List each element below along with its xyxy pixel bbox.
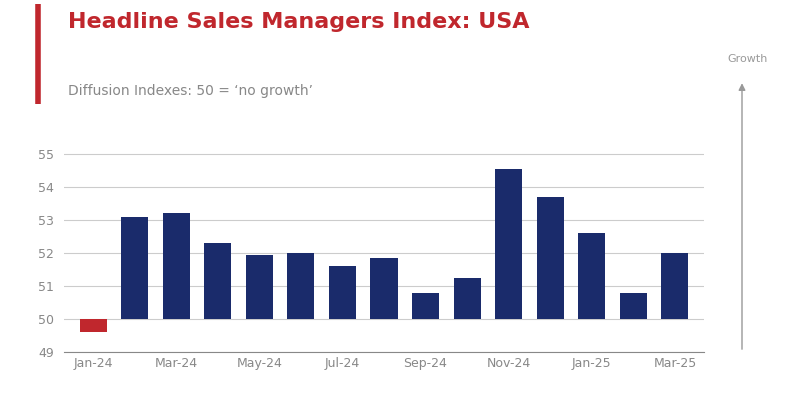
Bar — [454, 278, 481, 319]
Bar — [329, 266, 356, 319]
Bar — [246, 255, 273, 319]
Text: Headline Sales Managers Index: USA: Headline Sales Managers Index: USA — [68, 12, 530, 32]
Text: Growth: Growth — [728, 54, 768, 64]
Bar — [537, 197, 564, 319]
Bar — [370, 258, 398, 319]
Bar — [204, 243, 231, 319]
Bar — [662, 253, 689, 319]
Bar — [495, 169, 522, 319]
Text: Diffusion Indexes: 50 = ‘no growth’: Diffusion Indexes: 50 = ‘no growth’ — [68, 84, 313, 98]
Bar — [578, 233, 606, 319]
Bar — [79, 319, 106, 332]
Bar — [620, 292, 647, 319]
Bar — [412, 292, 439, 319]
Bar — [121, 217, 148, 319]
Bar — [162, 213, 190, 319]
Bar — [287, 253, 314, 319]
